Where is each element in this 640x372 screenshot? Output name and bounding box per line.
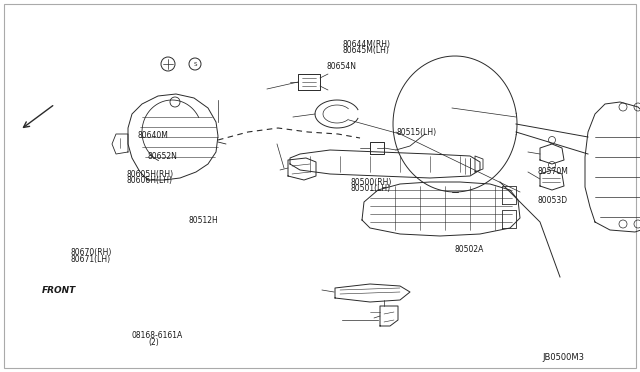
Text: 80671(LH): 80671(LH) <box>70 255 111 264</box>
Text: 80606H(LH): 80606H(LH) <box>127 176 173 185</box>
Text: 80644M(RH): 80644M(RH) <box>342 40 390 49</box>
Text: 80053D: 80053D <box>538 196 568 205</box>
Text: 80654N: 80654N <box>326 62 356 71</box>
Text: S: S <box>193 61 196 67</box>
Text: FRONT: FRONT <box>42 286 77 295</box>
Text: 80501(LH): 80501(LH) <box>351 184 391 193</box>
Text: 80512H: 80512H <box>189 216 218 225</box>
Text: 80652N: 80652N <box>147 153 177 161</box>
Text: 80570M: 80570M <box>538 167 568 176</box>
Text: JB0500M3: JB0500M3 <box>543 353 585 362</box>
Text: 80605H(RH): 80605H(RH) <box>127 170 174 179</box>
Text: (2): (2) <box>148 338 159 347</box>
Text: 80502A: 80502A <box>454 245 484 254</box>
Text: 80670(RH): 80670(RH) <box>70 248 112 257</box>
Text: 80645M(LH): 80645M(LH) <box>342 46 389 55</box>
Text: 80500(RH): 80500(RH) <box>351 178 392 187</box>
Text: 08168-6161A: 08168-6161A <box>131 331 182 340</box>
Text: 80515(LH): 80515(LH) <box>397 128 437 137</box>
Text: 80640M: 80640M <box>138 131 168 140</box>
